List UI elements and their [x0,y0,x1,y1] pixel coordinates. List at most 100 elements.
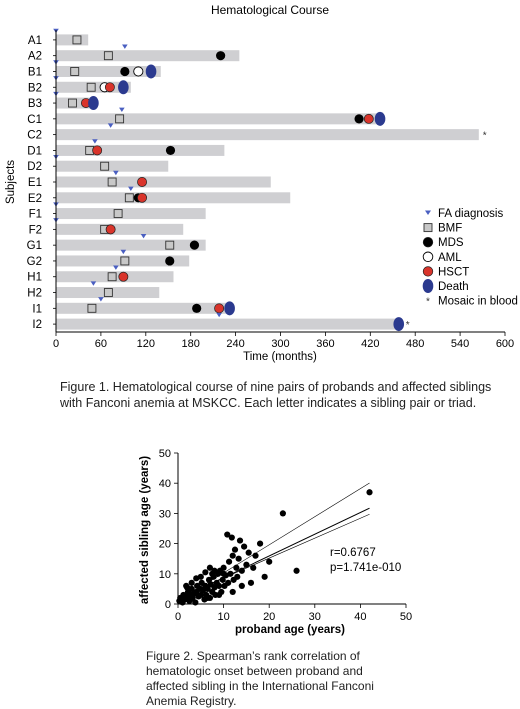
scatter-point [192,599,199,606]
mosaic-asterisk: * [483,131,487,142]
subject-label: E1 [28,177,42,189]
followup-bar [56,208,206,220]
fa-diagnosis-marker [113,170,119,176]
figure2-caption: Figure 2. Spearman’s rank correlation of… [146,649,374,708]
hsct-marker [363,113,374,124]
fa-diagnosis-marker [120,249,127,255]
legend-label: FA diagnosis [438,208,503,220]
legend-fa-diagnosis-marker [425,210,431,215]
x-tick-label: 420 [361,338,379,350]
fa-diagnosis-marker [216,312,222,318]
scatter-point [204,594,211,602]
scatter-point [279,510,286,517]
mosaic-asterisk: * [406,320,410,331]
legend-label: Mosaic in blood [438,296,518,308]
death-marker [224,301,235,316]
correlation-p: p=1.741e-010 [330,562,401,574]
bmf-marker [70,67,80,76]
x-tick-label: 0 [175,611,181,623]
subject-label: F1 [29,209,42,221]
followup-bar [56,129,479,141]
mds-marker [165,256,175,266]
x-tick-label: 30 [309,611,321,623]
bmf-marker [107,272,117,282]
fa-diagnosis-marker [107,123,114,128]
scatter-point [188,579,195,586]
followup-bar [56,192,291,204]
scatter-point [202,569,209,576]
x-tick-label: 360 [316,338,334,350]
y-tick-label: 30 [159,508,171,520]
hsct-marker [137,177,148,187]
scatter-point [215,591,223,599]
mds-marker [192,303,202,313]
subject-label: F2 [29,224,42,236]
x-tick-label: 10 [217,611,229,623]
x-tick-label: 240 [226,338,244,350]
legend-bmf-marker [423,223,433,233]
mds-marker [120,66,130,77]
scatter-point [238,567,245,574]
followup-bar [56,50,240,62]
bmf-marker [107,177,117,187]
legend-death-marker [422,279,434,293]
x-tick-label: 180 [182,338,200,350]
x-tick-label: 60 [95,338,107,350]
scatter-point [224,531,231,538]
y-tick-label: 50 [159,448,171,460]
scatter-point [220,564,227,571]
x-tick-label: 120 [137,338,155,350]
bmf-marker [165,240,175,250]
fa-diagnosis-marker [90,281,97,286]
bmf-marker [100,161,110,171]
legend-mosaic-marker: * [426,297,430,308]
legend-aml-marker [422,251,434,263]
scatter-point [236,537,244,544]
legend-mds-marker [422,237,434,248]
scatter-point [225,579,232,586]
followup-bar [56,144,225,156]
followup-bar [56,239,206,251]
bmf-marker [87,303,97,313]
mds-marker [354,114,364,124]
followup-bar [56,176,271,188]
figure-canvas: Hematological Course A1 A2 B1 B2 B3 C1 C2 D1 D2 E1… [5,3,518,636]
subject-label: I2 [32,319,42,331]
x-tick-label: 540 [451,338,469,350]
followup-bar [56,34,89,46]
hsct-marker [214,303,225,314]
x-tick-label: 480 [406,338,424,350]
legend-label: AML [438,252,462,264]
fa-diagnosis-marker [128,186,134,191]
death-marker [88,96,99,111]
bmf-marker [124,193,134,203]
scatter-point [243,561,250,568]
hsct-marker [137,192,148,203]
mds-marker [165,145,176,156]
legend-label: BMF [438,223,462,235]
subject-label: D1 [27,145,42,157]
y-tick-label: 20 [159,539,171,551]
x-tick-label: 40 [354,611,366,623]
scatter-point [204,585,211,593]
fa-diagnosis-marker [140,233,147,239]
legend-label: MDS [438,237,464,249]
scatter-point [231,546,239,553]
followup-bar [56,65,161,77]
subject-label: G2 [27,256,42,268]
x-tick-label: 20 [263,611,275,623]
x-tick-label: 600 [496,338,514,350]
figure1-caption: Figure 1. Hematological course of nine p… [60,380,492,410]
scatter-point [220,570,227,577]
followup-bar [56,160,169,172]
followup-bar [56,318,402,330]
aml-marker [133,66,144,77]
scatter-point [219,576,226,583]
scatter-point [197,573,204,580]
subject-label: A2 [28,51,42,63]
chart2-x-axis-label: proband age (years) [235,624,345,636]
hsct-marker [105,224,116,235]
mds-marker [189,240,200,250]
scatter-point [247,579,255,586]
subject-label: H2 [27,288,42,300]
